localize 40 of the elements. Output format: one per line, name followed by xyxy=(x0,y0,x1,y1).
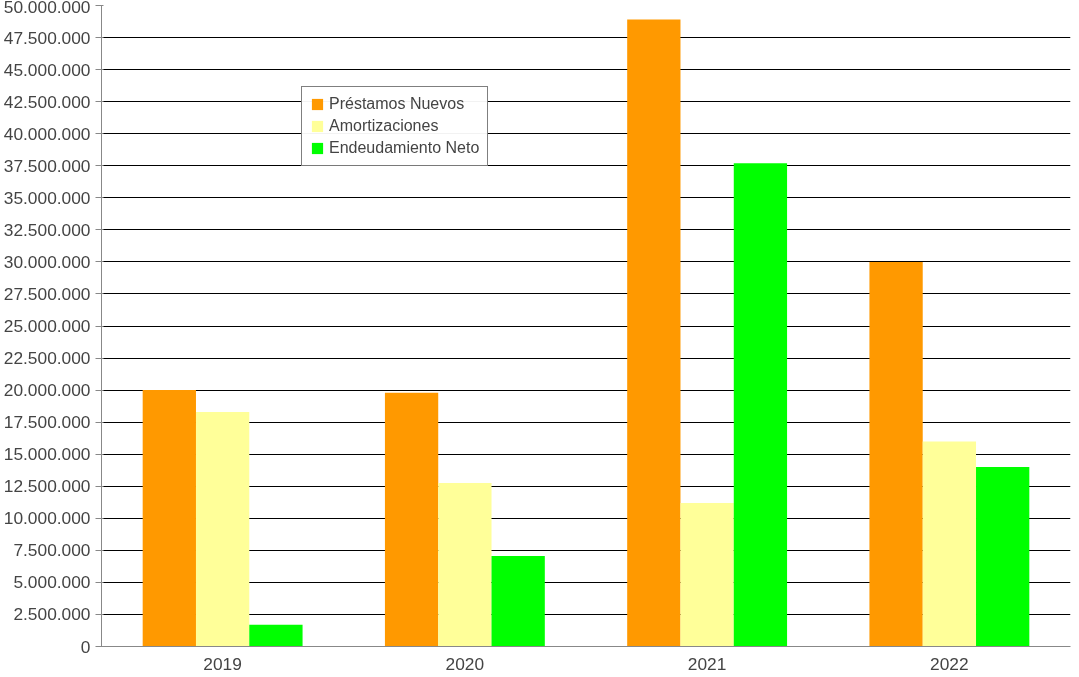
y-tick-label: 0 xyxy=(80,636,91,657)
bar xyxy=(680,502,734,647)
y-tick-label: 35.000.000 xyxy=(3,187,91,208)
bar xyxy=(976,467,1030,647)
y-tick-label: 25.000.000 xyxy=(3,316,91,336)
bar xyxy=(438,483,492,647)
y-tick-label: 47.500.000 xyxy=(3,27,91,48)
y-tick-label: 2.500.000 xyxy=(13,604,91,625)
bar xyxy=(384,392,439,647)
y-tick-label: 40.000.000 xyxy=(3,123,91,144)
y-tick-label: 5.000.000 xyxy=(13,572,91,593)
y-tick-label: 45.000.000 xyxy=(3,59,91,80)
bar xyxy=(922,441,977,647)
y-tick-label: 20.000.000 xyxy=(3,380,91,401)
y-tick-label: 27.500.000 xyxy=(3,283,91,304)
legend-label: Endeudamiento Neto xyxy=(329,139,480,157)
bar xyxy=(249,624,303,647)
legend-label: Préstamos Nuevos xyxy=(329,95,465,113)
y-tick-label: 32.500.000 xyxy=(3,219,91,240)
y-tick-label: 12.500.000 xyxy=(3,476,91,497)
x-tick-label: 2021 xyxy=(687,653,727,674)
y-tick-label: 42.500.000 xyxy=(3,91,91,112)
y-tick-label: 10.000.000 xyxy=(3,508,91,529)
y-tick-label: 30.000.000 xyxy=(3,251,91,272)
bar xyxy=(627,19,681,647)
bar xyxy=(491,556,545,647)
bar xyxy=(142,390,196,647)
y-tick-label: 22.500.000 xyxy=(3,348,91,369)
y-tick-label: 17.500.000 xyxy=(3,412,91,433)
legend-label: Amortizaciones xyxy=(329,117,439,135)
x-tick-label: 2022 xyxy=(930,653,969,674)
y-tick-label: 15.000.000 xyxy=(3,444,91,465)
y-tick-label: 50.000.000 xyxy=(3,0,91,17)
bar xyxy=(195,411,250,647)
x-tick-label: 2020 xyxy=(445,653,485,674)
y-tick-label: 7.500.000 xyxy=(13,540,91,561)
bar xyxy=(869,261,923,647)
x-tick-label: 2019 xyxy=(203,653,242,674)
y-tick-label: 37.500.000 xyxy=(3,155,91,176)
bar xyxy=(733,163,788,647)
